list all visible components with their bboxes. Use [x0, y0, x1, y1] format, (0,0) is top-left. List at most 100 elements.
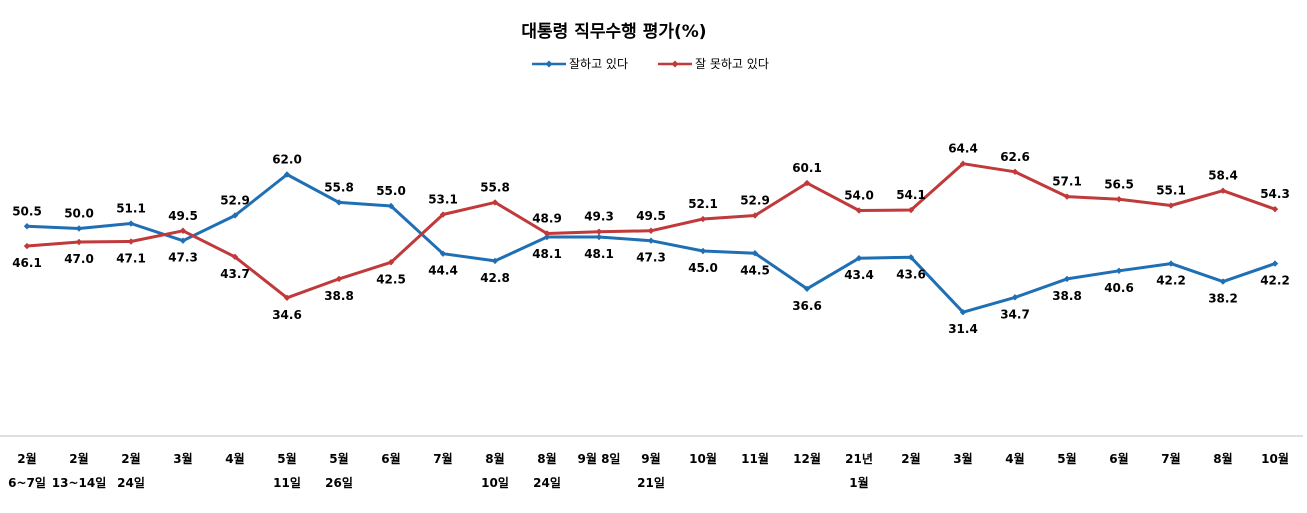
series-0-point	[959, 309, 967, 316]
series-0-point	[23, 223, 31, 230]
x-tick-label: 11일	[273, 476, 301, 490]
x-tick-label: 9월	[641, 451, 660, 466]
series-1-point	[1219, 187, 1227, 194]
x-tick-label: 7월	[433, 451, 452, 466]
data-label-series-1: 52.1	[688, 197, 718, 211]
data-label-series-1: 57.1	[1052, 175, 1082, 189]
data-label-series-0: 55.8	[324, 180, 354, 194]
data-label-series-0: 31.4	[948, 322, 978, 336]
series-1-point	[491, 199, 499, 206]
x-tick-label: 8월	[537, 451, 556, 466]
series-0-point	[751, 250, 759, 257]
x-tick-label: 24일	[117, 476, 145, 490]
x-tick-label: 26일	[325, 476, 353, 490]
series-0-point	[699, 247, 707, 255]
series-1-point	[803, 179, 811, 187]
series-1-point	[179, 227, 187, 234]
data-label-series-0: 51.1	[116, 202, 146, 216]
series-1-point	[231, 253, 239, 261]
series-0-point	[1271, 260, 1279, 267]
x-tick-label: 21일	[637, 476, 665, 490]
x-tick-label: 11월	[741, 451, 769, 466]
data-label-series-0: 38.2	[1208, 292, 1238, 306]
x-tick-label: 2월	[901, 451, 920, 466]
data-label-series-1: 49.3	[584, 210, 614, 224]
series-0-point	[387, 202, 395, 210]
x-tick-label: 1월	[849, 475, 868, 490]
data-label-series-0: 42.2	[1156, 274, 1186, 288]
data-label-series-1: 53.1	[428, 193, 458, 207]
x-tick-label: 21년	[845, 452, 873, 466]
legend-marker-disapprove	[671, 60, 679, 68]
x-tick-label: 5월	[277, 451, 296, 466]
series-0-point	[1063, 275, 1071, 283]
series-0-point	[335, 199, 343, 206]
data-label-layer: 50.5 46.1 50.0 47.0 51.1 47.1 47.3 49.5 52.9 43.7…	[12, 142, 1290, 337]
series-0-point	[1167, 260, 1175, 267]
data-label-series-1: 52.9	[740, 194, 770, 208]
series-1-point	[751, 212, 759, 219]
x-tick-label: 4월	[225, 451, 244, 466]
series-0-point	[179, 237, 187, 244]
series-0-point	[439, 250, 447, 257]
series-0-point	[491, 257, 499, 265]
series-1-point	[439, 211, 447, 218]
series-1-point	[75, 238, 83, 246]
data-label-series-1: 49.5	[636, 209, 666, 223]
x-tick-label: 9월 8일	[578, 451, 621, 466]
x-tick-label: 3월	[953, 451, 972, 466]
series-1-point	[1167, 202, 1175, 209]
data-label-series-0: 47.3	[168, 251, 198, 265]
x-tick-label: 5월	[1057, 451, 1076, 466]
x-tick-label: 8월	[485, 451, 504, 466]
series-1-point	[127, 238, 135, 245]
data-label-series-0: 44.5	[740, 263, 770, 277]
data-label-series-1: 47.1	[116, 252, 146, 266]
data-label-series-0: 42.8	[480, 271, 510, 285]
data-label-series-1: 38.8	[324, 289, 354, 303]
series-0-point	[127, 220, 135, 227]
x-tick-label: 7월	[1161, 451, 1180, 466]
x-tick-label: 24일	[533, 476, 561, 490]
data-label-series-1: 43.7	[220, 267, 250, 281]
x-tick-label: 5월	[329, 451, 348, 466]
data-label-series-1: 54.0	[844, 189, 874, 203]
x-tick-label: 3월	[173, 451, 192, 466]
series-1-point	[23, 242, 31, 250]
series-layer	[23, 160, 1279, 316]
legend-label-disapprove: 잘 못하고 있다	[695, 57, 769, 71]
x-tick-label: 4월	[1005, 451, 1024, 466]
series-1-point	[647, 227, 655, 234]
data-label-series-0: 34.7	[1000, 307, 1030, 321]
series-1-point	[1063, 193, 1071, 200]
data-label-series-0: 48.1	[584, 247, 614, 261]
x-tick-label: 6~7일	[8, 476, 46, 490]
series-0-point	[75, 225, 83, 232]
data-label-series-0: 44.4	[428, 264, 458, 278]
series-0-point	[647, 237, 655, 244]
x-tick-label: 2월	[121, 451, 140, 466]
data-label-series-1: 48.9	[532, 212, 562, 226]
series-0-point	[803, 285, 811, 292]
x-tick-label: 6월	[381, 451, 400, 466]
series-0-point	[1219, 278, 1227, 285]
series-1-point	[907, 206, 915, 214]
data-label-series-1: 54.1	[896, 188, 926, 202]
series-1-point	[959, 160, 967, 167]
x-tick-label: 10월	[1261, 451, 1289, 466]
data-label-series-0: 55.0	[376, 184, 406, 198]
data-label-series-1: 60.1	[792, 161, 822, 175]
series-0-point	[231, 212, 239, 219]
legend-marker-approve	[545, 60, 553, 68]
series-1-point	[699, 215, 707, 223]
x-tick-label: 13~14일	[52, 476, 107, 490]
series-1-point	[595, 228, 603, 235]
series-1-point	[283, 294, 291, 301]
data-label-series-1: 42.5	[376, 272, 406, 286]
x-tick-label: 10월	[689, 451, 717, 466]
data-label-series-0: 43.6	[896, 267, 926, 281]
series-1-point	[1011, 168, 1019, 175]
data-label-series-1: 46.1	[12, 256, 42, 270]
series-0-point	[283, 171, 291, 178]
chart-title: 대통령 직무수행 평가(%)	[521, 21, 706, 42]
